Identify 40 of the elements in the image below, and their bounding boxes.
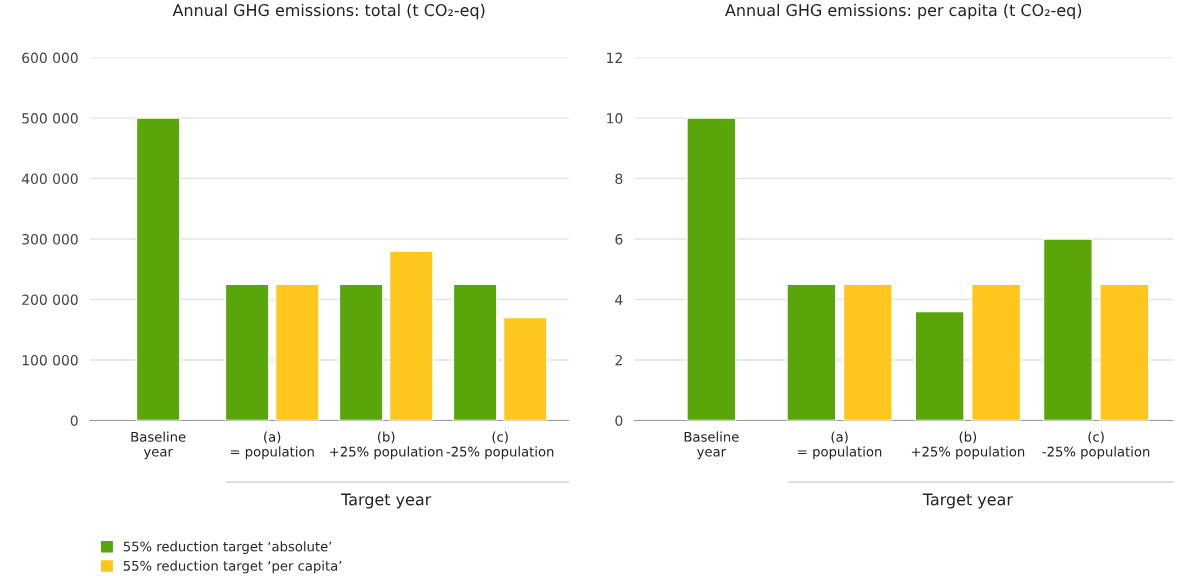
legend-label: 55% reduction target ‘per capita’ [123,560,342,574]
x-tick-label: (b) +25% population [911,431,1025,460]
bar [842,283,893,421]
bar [971,283,1022,421]
x-tick-label: (a) = population [798,431,882,460]
x-tick-label: Baseline year [131,431,186,460]
y-tick-label: 10 [607,113,623,124]
y-tick-label: 2 [615,354,622,366]
chart-title: Annual GHG emissions: total (t CO₂-eq) [172,3,485,20]
bar [502,316,548,421]
bar [914,310,965,421]
x-tick-label: Baseline year [684,431,739,460]
bar [452,283,498,421]
chart-title: Annual GHG emissions: per capita (t CO₂-eq) [725,3,1082,20]
y-tick-label: 500 000 [22,113,78,124]
bar [274,283,320,421]
y-tick-label: 400 000 [21,173,78,185]
x-axis-title: Target year [341,493,432,509]
x-tick-label: (c) -25% population [446,431,554,460]
bar [388,250,434,421]
x-axis-title: Target year [922,493,1013,509]
x-tick-label: (a) = population [230,431,314,460]
y-tick-label: 0 [70,415,78,426]
bar [786,283,837,421]
bar [1099,283,1150,421]
y-tick-label: 300 000 [22,234,78,245]
x-tick-label: (c) -25% population [1042,431,1150,460]
bar [338,283,384,421]
bar [224,283,270,421]
y-tick-label: 6 [615,234,623,245]
x-tick-label: (b) +25% population [330,431,443,460]
legend-label: 55% reduction target ‘absolute’ [123,541,332,554]
y-tick-label: 200 000 [22,294,78,305]
y-tick-label: 8 [615,173,623,185]
bar [1042,238,1093,421]
y-tick-label: 0 [615,415,623,426]
y-tick-label: 4 [615,294,623,305]
y-tick-label: 100 000 [22,354,78,366]
y-tick-label: 12 [607,52,622,63]
y-tick-label: 600 000 [22,52,78,64]
